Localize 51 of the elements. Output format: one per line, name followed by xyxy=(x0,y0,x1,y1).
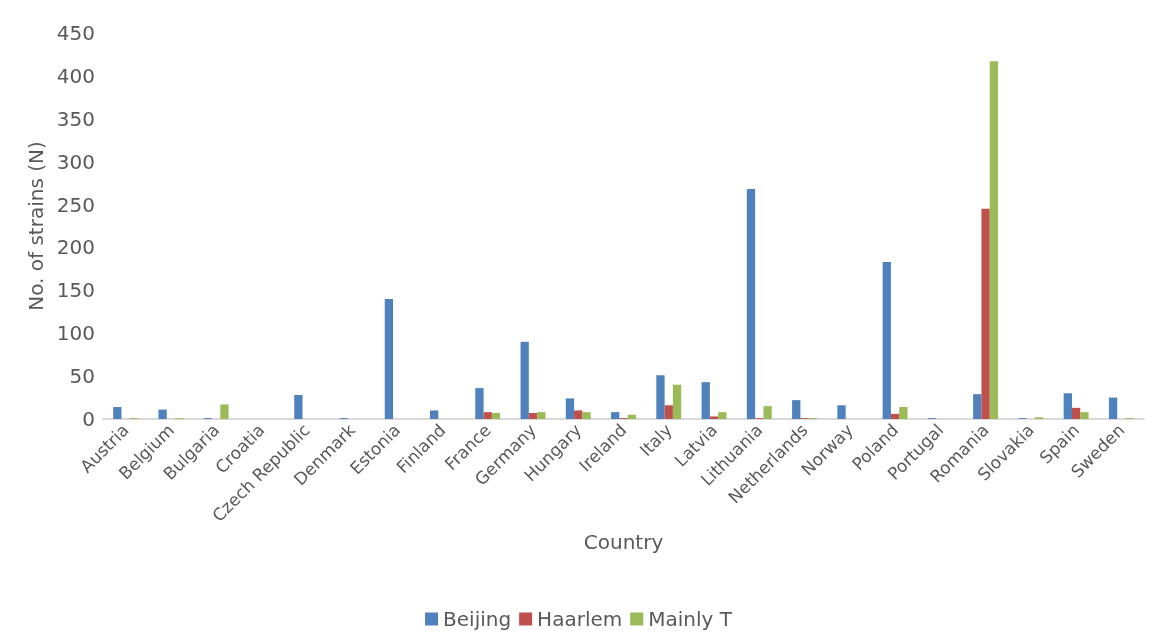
y-tick-label: 0 xyxy=(82,407,95,431)
bar xyxy=(113,406,122,419)
bar xyxy=(709,416,719,419)
y-axis-title: No. of strains (N) xyxy=(23,141,48,311)
bar xyxy=(837,405,846,419)
bar xyxy=(528,413,538,419)
y-tick-label: 350 xyxy=(56,106,95,131)
y-tick-label: 400 xyxy=(56,63,95,88)
bar xyxy=(384,298,394,419)
y-tick-label: 100 xyxy=(56,321,95,346)
bar xyxy=(701,382,710,419)
bar xyxy=(611,412,620,419)
bar xyxy=(565,398,575,419)
bar xyxy=(1063,393,1072,419)
bar xyxy=(294,394,303,419)
bar xyxy=(989,61,999,419)
bar xyxy=(973,394,982,419)
bar xyxy=(1071,407,1081,419)
bar xyxy=(475,388,484,419)
bar xyxy=(882,262,891,419)
x-axis-title: Country xyxy=(583,529,664,554)
bar xyxy=(664,405,673,419)
y-tick-label: 450 xyxy=(56,21,95,45)
bar xyxy=(899,406,908,419)
bar xyxy=(981,208,990,419)
bar xyxy=(1108,397,1118,419)
bar xyxy=(582,412,591,419)
y-tick-label: 300 xyxy=(56,149,95,174)
bar xyxy=(220,404,229,419)
bar xyxy=(656,375,665,419)
y-tick-label: 200 xyxy=(56,235,95,260)
bar xyxy=(574,410,583,419)
bar xyxy=(672,384,682,419)
bar xyxy=(890,413,900,419)
bar xyxy=(491,413,501,419)
bar xyxy=(1080,412,1089,419)
y-tick-label: 150 xyxy=(56,278,95,303)
bar xyxy=(483,412,492,419)
bar xyxy=(718,412,727,419)
bar xyxy=(520,341,529,419)
legend-label: Beijing xyxy=(443,607,512,631)
bar xyxy=(537,412,546,419)
y-tick-label: 50 xyxy=(69,364,95,389)
y-tick-label: 250 xyxy=(56,192,95,217)
bar xyxy=(430,410,439,419)
legend-label: Mainly T xyxy=(648,607,733,631)
bar xyxy=(158,409,167,419)
bar xyxy=(792,400,801,419)
bar xyxy=(763,406,772,419)
bar xyxy=(746,189,756,419)
legend-label: Haarlem xyxy=(537,607,623,631)
